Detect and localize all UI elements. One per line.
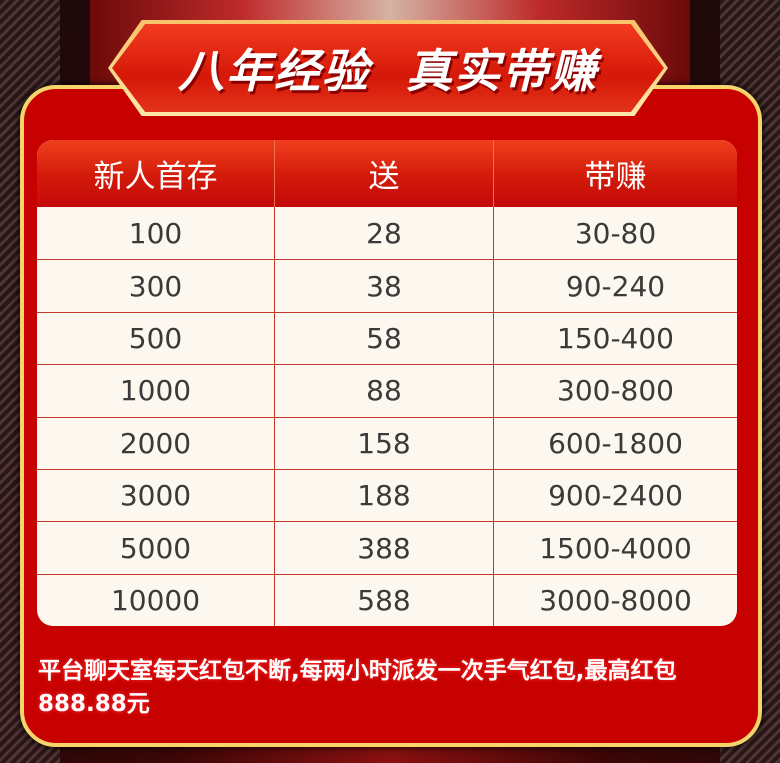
deposit-cell: 3000 xyxy=(37,469,275,522)
deposit-cell: 2000 xyxy=(37,417,275,469)
bonus-cell: 38 xyxy=(275,260,494,312)
deposit-cell: 5000 xyxy=(37,522,275,574)
banner-title: 八年经验 真实带赚 xyxy=(177,44,599,98)
header-deposit: 新人首存 xyxy=(37,140,275,207)
table-row: 300 38 90-240 xyxy=(37,259,737,312)
earn-cell: 3000-8000 xyxy=(539,583,692,617)
title-banner: 八年经验 真实带赚 xyxy=(108,20,668,116)
bonus-cell: 388 xyxy=(275,522,494,574)
header-earn: 带赚 xyxy=(584,159,647,195)
earn-cell: 90-240 xyxy=(565,269,666,303)
table-row: 3000 188 900-2400 xyxy=(37,468,737,522)
table-row: 2000 158 600-1800 xyxy=(37,416,737,469)
deposit-cell: 100 xyxy=(37,207,275,260)
earn-cell: 30-80 xyxy=(574,216,657,250)
deposit-cell: 300 xyxy=(37,260,275,312)
promo-note: 平台聊天室每天红包不断,每两小时派发一次手气红包,最高红包888.88元 xyxy=(38,658,677,717)
earn-cell: 150-400 xyxy=(557,321,674,355)
table-row: 10000 588 3000-8000 xyxy=(37,573,737,626)
earn-cell: 900-2400 xyxy=(548,479,683,513)
bonus-cell: 588 xyxy=(275,574,494,626)
earn-cell: 1500-4000 xyxy=(539,531,692,565)
deposit-cell: 500 xyxy=(37,312,275,365)
bonus-table: 新人首存 送 带赚 100 28 30-80 300 38 90-240 500 58 150-… xyxy=(37,140,737,626)
bonus-cell: 158 xyxy=(275,417,494,469)
table-header: 新人首存 送 带赚 xyxy=(37,140,737,207)
table-row: 100 28 30-80 xyxy=(37,207,737,260)
bonus-cell: 188 xyxy=(275,469,494,522)
deposit-cell: 1000 xyxy=(37,365,275,417)
earn-cell: 300-800 xyxy=(557,374,674,408)
table-row: 500 58 150-400 xyxy=(37,311,737,365)
deposit-cell: 10000 xyxy=(37,574,275,626)
table-row: 1000 88 300-800 xyxy=(37,364,737,417)
earn-cell: 600-1800 xyxy=(548,426,683,460)
header-bonus: 送 xyxy=(275,140,494,207)
bonus-cell: 58 xyxy=(275,312,494,365)
bonus-cell: 28 xyxy=(275,207,494,260)
bonus-cell: 88 xyxy=(275,365,494,417)
table-row: 5000 388 1500-4000 xyxy=(37,521,737,574)
